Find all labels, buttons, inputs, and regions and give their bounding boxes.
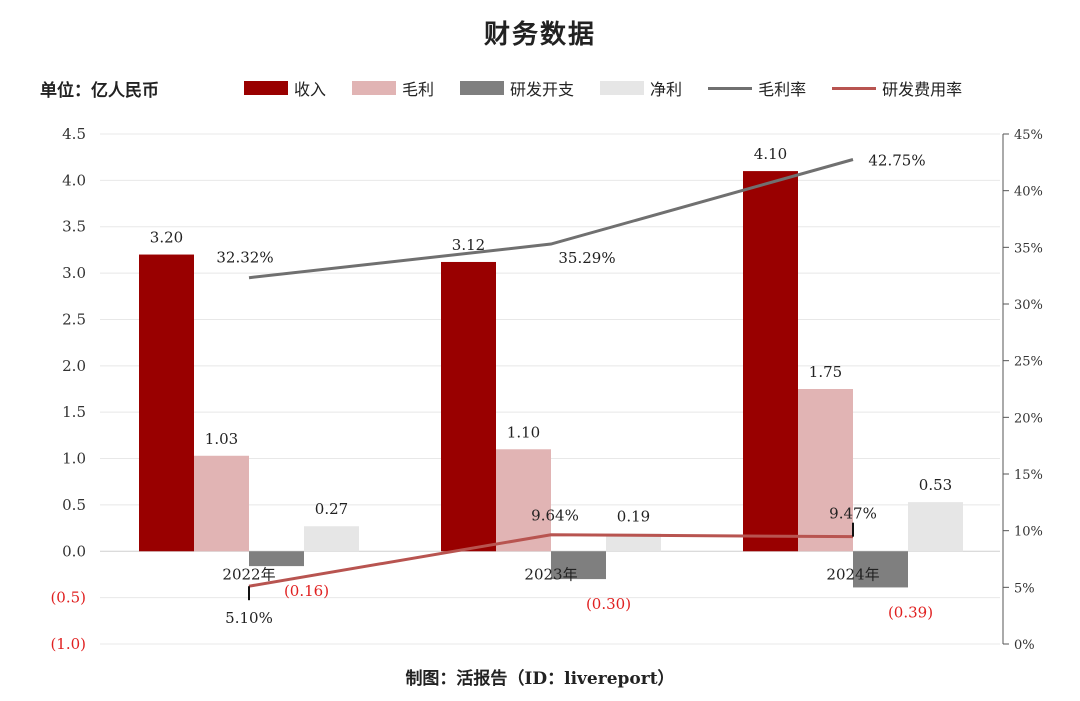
y2-tick-label: 10% [1014,525,1043,540]
legend-swatch-3 [600,81,645,95]
y2-tick-label: 35% [1014,241,1043,256]
line-label: 42.75% [868,152,925,170]
chart-title: 财务数据 [483,20,596,50]
data-label: (0.39) [888,603,933,621]
y-tick-label: 0.5 [62,496,86,514]
bar-研发开支-2022年 [249,551,304,567]
y-tick-label: 2.0 [62,357,86,375]
legend-swatch-2 [460,81,505,95]
line-label: 9.47% [829,505,877,523]
bar-研发开支-2023年 [551,551,606,580]
legend-label-5: 研发费用率 [882,80,963,99]
bar-净利-2022年 [304,526,359,552]
line-label: 32.32% [216,249,273,267]
bar-收入-2022年 [139,254,194,552]
y-tick-label: (0.5) [50,589,86,607]
legend-swatch-5 [832,86,877,90]
legend-item-2: 研发开支 [460,76,574,100]
y-tick-label: 3.5 [62,218,86,236]
chart-footer: 制图：活报告（ID：livereport） [405,669,675,689]
bar-收入-2024年 [743,171,798,552]
x-category-label: 2022年 [222,565,275,583]
bar-收入-2023年 [441,261,496,552]
y2-tick-label: 40% [1014,185,1043,200]
y2-tick-label: 20% [1014,411,1043,426]
y2-tick-label: 30% [1014,298,1043,313]
bar-净利-2023年 [606,533,661,552]
y-tick-label: 4.0 [62,171,86,189]
y2-tick-label: 25% [1014,355,1043,370]
bar-毛利-2022年 [194,455,249,552]
legend-label-1: 毛利 [402,80,435,99]
data-label: 0.53 [919,476,952,494]
line-label: 9.64% [531,507,579,525]
line-毛利率 [248,158,854,280]
legend-label-4: 毛利率 [758,80,807,99]
legend-swatch-1 [352,81,397,95]
bar-净利-2024年 [908,502,963,552]
x-category-label: 2023年 [524,565,577,583]
unit-label: 单位：亿人民币 [40,81,159,101]
bar-研发开支-2024年 [853,551,908,588]
legend-item-0: 收入 [244,76,326,100]
y2-tick-label: 5% [1014,581,1035,596]
legend-item-5: 研发费用率 [832,76,962,100]
legend-label-0: 收入 [294,80,327,99]
data-label: 4.10 [754,145,787,163]
x-category-label: 2024年 [826,565,879,583]
data-label: (0.16) [284,582,329,600]
legend: 收入 毛利 研发开支 净利 毛利率 研发费用率 [244,76,988,100]
data-label: 3.12 [452,236,485,254]
y2-tick-label: 0% [1014,638,1035,653]
line-label: 35.29% [558,249,615,267]
y-tick-label: 3.0 [62,264,86,282]
legend-item-3: 净利 [600,76,682,100]
y-tick-label: 1.5 [62,403,86,421]
data-label: 3.20 [150,229,183,247]
legend-swatch-0 [244,81,288,95]
data-label: 0.27 [315,500,348,518]
data-label: (0.30) [586,595,631,613]
line-研发费用率 [248,533,854,588]
line-label: 5.10% [225,609,273,627]
legend-item-4: 毛利率 [708,76,806,100]
y-tick-label: 1.0 [62,450,86,468]
data-label: 1.03 [205,430,238,448]
legend-swatch-4 [708,86,753,90]
legend-label-2: 研发开支 [510,80,575,99]
y-tick-label: 4.5 [62,125,86,143]
data-label: 1.10 [507,423,540,441]
bar-毛利-2024年 [798,389,853,552]
legend-item-1: 毛利 [352,76,434,100]
y-tick-label: 2.5 [62,310,86,328]
legend-label-3: 净利 [650,80,683,99]
data-label: 1.75 [809,363,842,381]
bar-毛利-2023年 [496,449,551,552]
y-tick-label: 0.0 [62,542,86,560]
data-label: 0.19 [617,508,650,526]
y2-tick-label: 45% [1014,128,1043,143]
y-tick-label: (1.0) [50,635,86,653]
y2-tick-label: 15% [1014,468,1043,483]
